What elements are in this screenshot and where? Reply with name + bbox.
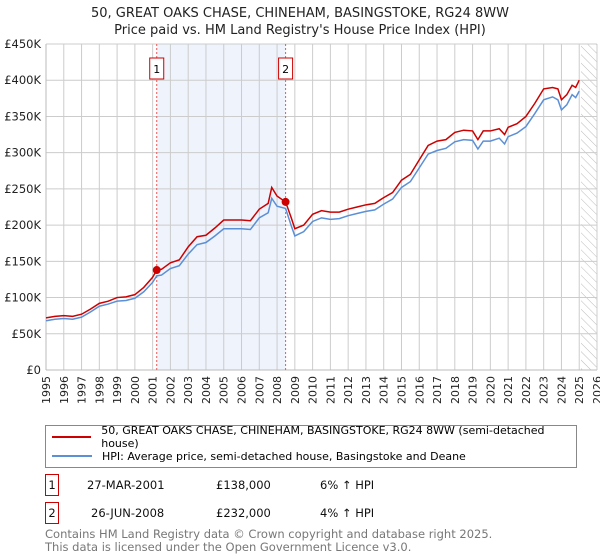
x-tick-label: 2020 — [484, 376, 497, 404]
x-tick-label: 1995 — [40, 376, 53, 404]
y-tick-label: £0 — [26, 363, 41, 377]
future-hatch — [581, 44, 597, 370]
transaction-delta: 4% ↑ HPI — [320, 506, 375, 520]
legend-label-hpi: HPI: Average price, semi-detached house,… — [102, 449, 466, 463]
y-tick-label: £150K — [4, 254, 41, 268]
legend-swatch-property — [52, 436, 92, 438]
footer: Contains HM Land Registry data © Crown c… — [45, 528, 492, 554]
x-tick-label: 2002 — [164, 376, 177, 404]
x-tick-label: 1998 — [93, 376, 106, 404]
x-tick-label: 2006 — [236, 376, 249, 404]
x-tick-label: 2024 — [555, 376, 568, 404]
x-tick-label: 2011 — [324, 376, 337, 404]
x-tick-label: 2026 — [591, 376, 600, 404]
transaction-marker: 2 — [45, 502, 59, 524]
x-tick-label: 2023 — [538, 376, 551, 404]
footer-line: Contains HM Land Registry data © Crown c… — [45, 527, 493, 541]
transaction-date: 27-MAR-2001 — [87, 478, 165, 492]
sale-label-box — [149, 57, 165, 80]
y-tick-label: £50K — [12, 327, 42, 341]
legend-swatch-hpi — [52, 455, 92, 457]
series-line-hpi — [45, 90, 580, 322]
x-tick-label: 2007 — [253, 376, 266, 404]
x-tick-label: 2018 — [449, 376, 462, 404]
y-tick-label: £200K — [4, 218, 41, 232]
transaction-price: £232,000 — [216, 506, 271, 520]
x-tick-label: 2015 — [395, 376, 408, 404]
x-tick-label: 2021 — [502, 376, 515, 404]
sale-label: 1 — [153, 63, 160, 76]
sale-label: 2 — [282, 63, 289, 76]
y-tick-label: £300K — [4, 146, 41, 160]
x-tick-label: 1996 — [58, 376, 71, 404]
x-tick-label: 2014 — [378, 376, 391, 404]
transaction-delta: 6% ↑ HPI — [320, 478, 375, 492]
x-tick-label: 1997 — [76, 376, 89, 404]
x-tick-label: 2000 — [129, 376, 142, 404]
x-tick-label: 2025 — [573, 376, 586, 404]
footer-line: This data is licensed under the Open Gov… — [45, 540, 412, 554]
x-tick-label: 2016 — [413, 376, 426, 404]
x-tick-label: 2019 — [467, 376, 480, 404]
x-tick-label: 2013 — [360, 376, 373, 404]
x-tick-label: 2009 — [289, 376, 302, 404]
sale-label-box — [278, 57, 294, 80]
y-tick-label: £400K — [4, 73, 41, 87]
plot-area: 1995 1996 1997 1998 1999 2000 2001 2002 2003 2004… — [4, 37, 600, 404]
transaction-date: 26-JUN-2008 — [91, 506, 165, 520]
x-tick-label: 2001 — [147, 376, 160, 404]
x-tick-label: 1999 — [111, 376, 124, 404]
x-tick-label: 2022 — [520, 376, 533, 404]
y-tick-label: £450K — [4, 37, 41, 51]
y-tick-label: £250K — [4, 182, 41, 196]
chart-title: 50, GREAT OAKS CHASE, CHINEHAM, BASINGST… — [90, 6, 510, 21]
sale-point — [152, 266, 161, 275]
x-tick-label: 2010 — [307, 376, 320, 404]
y-tick-label: £350K — [4, 109, 41, 123]
series-line-property — [45, 79, 580, 319]
x-tick-label: 2017 — [431, 376, 444, 404]
y-tick-label: £100K — [4, 291, 41, 305]
x-tick-label: 2012 — [342, 376, 355, 404]
transaction-price: £138,000 — [216, 478, 271, 492]
sale-period-shade — [156, 44, 286, 370]
transaction-marker: 1 — [45, 474, 59, 496]
x-tick-label: 2008 — [271, 376, 284, 404]
x-tick-label: 2004 — [200, 376, 213, 404]
sale-point — [281, 197, 290, 206]
x-tick-label: 2005 — [218, 376, 231, 404]
legend: 50, GREAT OAKS CHASE, CHINEHAM, BASINGST… — [45, 424, 577, 468]
legend-label-property: 50, GREAT OAKS CHASE, CHINEHAM, BASINGST… — [101, 424, 545, 450]
chart-subtitle: Price paid vs. HM Land Registry's House … — [114, 23, 486, 38]
x-tick-label: 2003 — [182, 376, 195, 404]
